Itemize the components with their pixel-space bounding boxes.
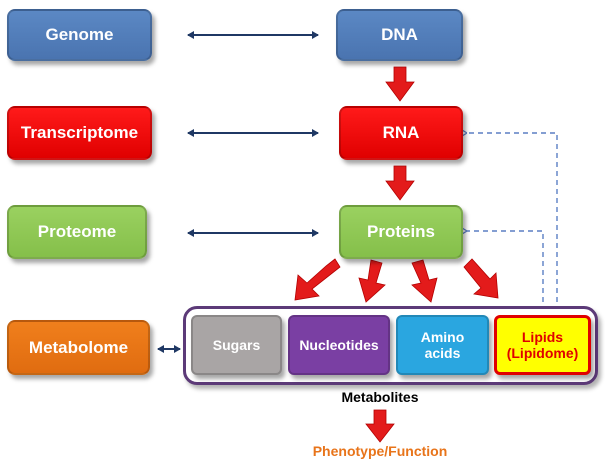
nucleotides-label: Nucleotides — [299, 336, 379, 353]
dna-box: DNA — [336, 9, 463, 61]
sugars-box: Sugars — [191, 315, 282, 375]
proteins-to-nucleotides-arrow — [358, 259, 386, 303]
metabolites-caption: Metabolites — [341, 389, 419, 405]
proteins-to-lipids-arrow — [463, 258, 499, 299]
sugars-label: Sugars — [212, 336, 261, 353]
proteins-box: Proteins — [339, 205, 463, 259]
lipids-to-rna-dashed-arrow — [467, 133, 558, 311]
proteins-to-amino-acids-arrow — [411, 259, 438, 303]
transcriptome-box: Transcriptome — [7, 106, 152, 160]
amino-acids-box: Amino acids — [396, 315, 489, 375]
lipids-box: Lipids (Lipidome) — [494, 315, 591, 375]
rna-to-proteins-arrow — [385, 165, 415, 201]
metabolites-to-phenotype-arrow — [365, 409, 395, 443]
amino-acids-label-line1: Amino — [420, 328, 465, 345]
lipids-label-line1: Lipids — [521, 328, 564, 345]
rna-label: RNA — [382, 123, 420, 143]
amino-acids-label-line2: acids — [424, 345, 461, 361]
proteome-label: Proteome — [37, 222, 117, 242]
metabolome-label: Metabolome — [28, 337, 129, 357]
nucleotides-box: Nucleotides — [288, 315, 390, 375]
proteome-box: Proteome — [7, 205, 147, 259]
dna-label: DNA — [381, 25, 418, 45]
lipids-to-proteins-dashed-arrow — [467, 231, 544, 311]
phenotype-function-label: Phenotype/Function — [312, 443, 448, 459]
proteins-label: Proteins — [366, 222, 436, 242]
genome-label: Genome — [45, 25, 114, 45]
dna-to-rna-arrow — [385, 66, 415, 102]
lipids-label-line2: (Lipidome) — [506, 345, 579, 361]
genome-box: Genome — [7, 9, 152, 61]
proteins-to-sugars-arrow — [294, 258, 341, 301]
rna-box: RNA — [339, 106, 463, 160]
transcriptome-label: Transcriptome — [20, 123, 139, 143]
metabolome-box: Metabolome — [7, 320, 150, 375]
